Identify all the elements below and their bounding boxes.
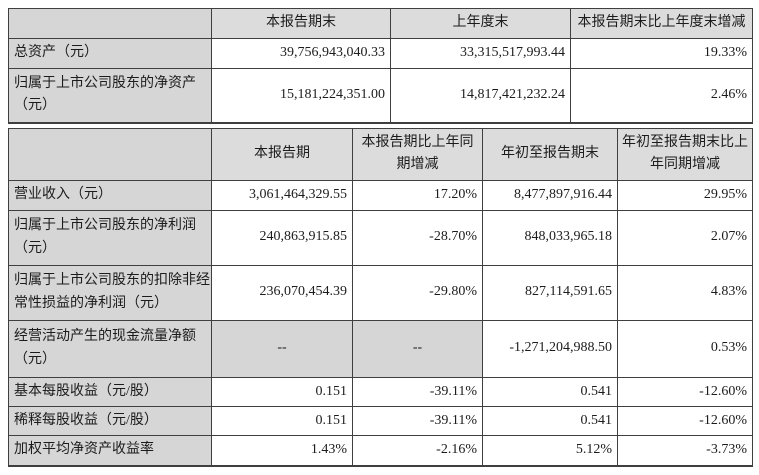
value-cell: 236,070,454.39 [211, 264, 353, 321]
value-cell: -3.73% [617, 435, 753, 467]
row-label: 总资产（元） [8, 38, 212, 69]
row-label: 加权平均净资产收益率 [8, 435, 212, 467]
value-cell: 17.20% [352, 179, 483, 211]
empty-value-cell: -- [211, 319, 353, 378]
value-cell: 19.33% [570, 38, 753, 69]
table-row: 归属于上市公司股东的扣除非经常性损益的净利润（元） 236,070,454.39-… [8, 264, 753, 321]
row-label: 营业收入（元） [8, 179, 212, 211]
value-cell: 4.83% [617, 264, 753, 321]
value-cell: -28.70% [352, 209, 483, 266]
value-cell: 0.53% [617, 319, 753, 378]
header-row: 本报告期末 上年度末 本报告期末比上年度末增减 [8, 8, 753, 39]
table-row: 总资产（元） 39,756,943,040.33 33,315,517,993.44… [8, 38, 753, 69]
header-row: 本报告期 本报告期比上年同期增减 年初至报告期末 年初至报告期末比上年同期增减 [8, 127, 753, 181]
column-header: 本报告期末比上年度末增减 [570, 8, 753, 39]
value-cell: 14,817,421,232.24 [390, 68, 571, 123]
row-label: 归属于上市公司股东的扣除非经常性损益的净利润（元） [8, 264, 212, 321]
value-cell: 3,061,464,329.55 [211, 179, 353, 211]
value-cell: -12.60% [617, 405, 753, 437]
value-cell: 0.541 [482, 376, 618, 407]
reporting-period-comparison-table: 本报告期 本报告期比上年同期增减 年初至报告期末 年初至报告期末比上年同期增减 营业收入… [8, 127, 753, 467]
value-cell: 39,756,943,040.33 [211, 38, 391, 69]
corner-cell [8, 127, 212, 181]
table-row: 基本每股收益（元/股） 0.151 -39.11% 0.541 -12.60% [8, 376, 753, 407]
value-cell: 33,315,517,993.44 [390, 38, 571, 69]
value-cell: -12.60% [617, 376, 753, 407]
table-row: 经营活动产生的现金流量净额（元） -- -- -1,271,204,988.50 0.5… [8, 319, 753, 378]
corner-cell [8, 8, 212, 39]
value-cell: -39.11% [352, 405, 483, 437]
value-cell: 827,114,591.65 [482, 264, 618, 321]
value-cell: 0.151 [211, 376, 353, 407]
column-header: 本报告期比上年同期增减 [352, 127, 483, 181]
row-label: 归属于上市公司股东的净利润（元） [8, 209, 212, 266]
column-header: 年初至报告期末比上年同期增减 [617, 127, 753, 181]
column-header: 上年度末 [390, 8, 571, 39]
value-cell: 848,033,965.18 [482, 209, 618, 266]
value-cell: 29.95% [617, 179, 753, 211]
value-cell: 1.43% [211, 435, 353, 467]
row-label: 归属于上市公司股东的净资产（元） [8, 68, 212, 123]
value-cell: 8,477,897,916.44 [482, 179, 618, 211]
table-row: 归属于上市公司股东的净资产（元） 15,181,224,351.00 14,817,… [8, 68, 753, 123]
value-cell: 5.12% [482, 435, 618, 467]
empty-value-cell: -- [352, 319, 483, 378]
table-row: 归属于上市公司股东的净利润（元） 240,863,915.85 -28.70% 848… [8, 209, 753, 266]
value-cell: -2.16% [352, 435, 483, 467]
row-label: 经营活动产生的现金流量净额（元） [8, 319, 212, 378]
value-cell: 240,863,915.85 [211, 209, 353, 266]
value-cell: 2.07% [617, 209, 753, 266]
table-row: 稀释每股收益（元/股） 0.151 -39.11% 0.541 -12.60% [8, 405, 753, 437]
row-label: 基本每股收益（元/股） [8, 376, 212, 407]
column-header: 本报告期末 [211, 8, 391, 39]
value-cell: -1,271,204,988.50 [482, 319, 618, 378]
value-cell: -39.11% [352, 376, 483, 407]
period-end-comparison-table: 本报告期末 上年度末 本报告期末比上年度末增减 总资产（元） 39,756,943,04… [8, 8, 753, 124]
column-header: 年初至报告期末 [482, 127, 618, 181]
value-cell: 0.541 [482, 405, 618, 437]
table-row: 营业收入（元） 3,061,464,329.55 17.20% 8,477,897,9… [8, 179, 753, 211]
value-cell: -29.80% [352, 264, 483, 321]
row-label: 稀释每股收益（元/股） [8, 405, 212, 437]
value-cell: 15,181,224,351.00 [211, 68, 391, 123]
column-header: 本报告期 [211, 127, 353, 181]
value-cell: 2.46% [570, 68, 753, 123]
value-cell: 0.151 [211, 405, 353, 437]
table-row: 加权平均净资产收益率 1.43% -2.16% 5.12% -3.73% [8, 435, 753, 467]
